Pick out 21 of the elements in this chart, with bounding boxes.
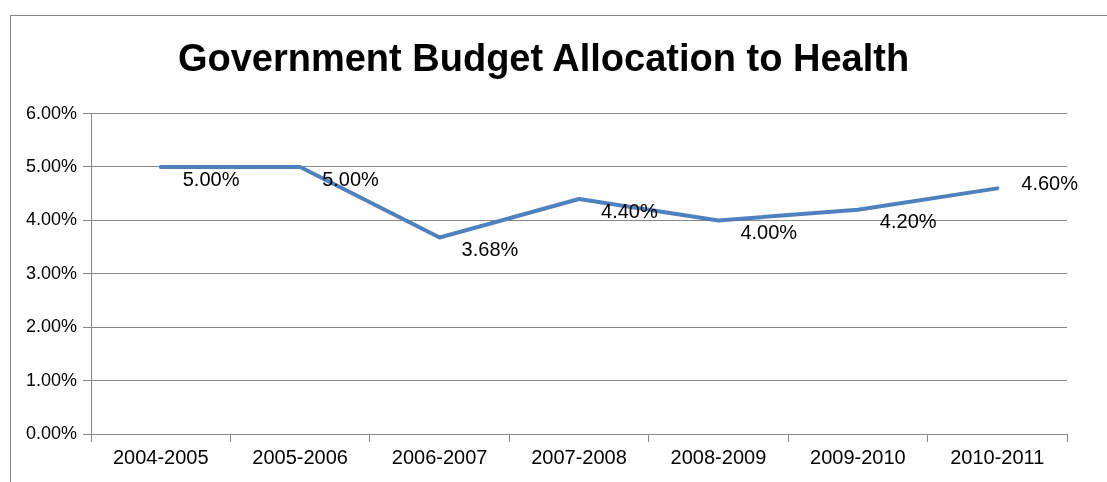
x-tick-label: 2010-2011 (950, 445, 1045, 468)
x-tick-label: 2008-2009 (670, 445, 767, 468)
y-tick-label: 3.00% (25, 262, 78, 283)
data-label: 4.00% (740, 220, 798, 243)
data-label: 3.68% (461, 238, 519, 260)
data-label: 4.20% (879, 210, 937, 233)
y-tick-label: 1.00% (25, 369, 78, 390)
data-label: 5.00% (182, 167, 240, 190)
y-tick-label: 6.00% (25, 102, 78, 123)
x-tick-label: 2006-2007 (391, 445, 488, 468)
y-tick-label: 5.00% (25, 155, 78, 176)
x-tick-label: 2009-2010 (810, 445, 906, 468)
y-tick-label: 2.00% (25, 316, 78, 337)
x-tick-label: 2007-2008 (531, 445, 627, 468)
x-tick-label: 2004-2005 (112, 445, 209, 468)
chart-title: Government Budget Allocation to Health (177, 37, 910, 80)
x-tick-label: 2005-2006 (252, 445, 348, 468)
y-tick-label: 4.00% (25, 209, 78, 230)
data-label: 5.00% (322, 167, 380, 190)
y-tick-label: 0.00% (25, 422, 78, 443)
data-label: 4.60% (1021, 171, 1079, 194)
